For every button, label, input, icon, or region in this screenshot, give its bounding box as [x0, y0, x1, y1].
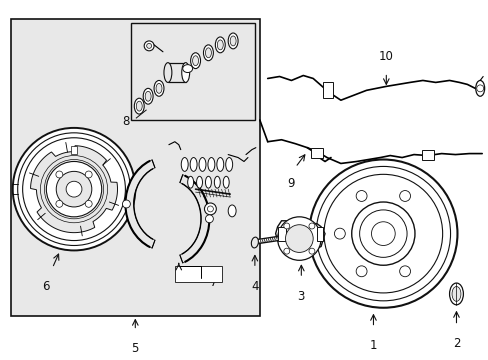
Ellipse shape: [187, 176, 193, 188]
Ellipse shape: [228, 205, 236, 217]
Circle shape: [355, 266, 366, 277]
Circle shape: [85, 171, 92, 178]
Circle shape: [22, 138, 125, 240]
Circle shape: [122, 200, 130, 208]
Ellipse shape: [183, 65, 192, 73]
Circle shape: [359, 210, 406, 257]
Circle shape: [308, 248, 314, 254]
Circle shape: [351, 202, 414, 265]
Ellipse shape: [216, 158, 224, 171]
Ellipse shape: [181, 158, 188, 171]
Text: 6: 6: [42, 280, 50, 293]
Ellipse shape: [448, 283, 463, 305]
Ellipse shape: [156, 84, 162, 93]
Bar: [11, 19, 259, 316]
Circle shape: [283, 223, 289, 229]
Polygon shape: [275, 221, 325, 248]
Ellipse shape: [136, 101, 142, 111]
Ellipse shape: [228, 33, 238, 49]
Ellipse shape: [475, 80, 484, 96]
Circle shape: [355, 190, 366, 201]
Circle shape: [144, 41, 154, 51]
Circle shape: [399, 190, 410, 201]
Ellipse shape: [196, 176, 202, 188]
Circle shape: [308, 223, 314, 229]
Text: 9: 9: [287, 177, 295, 190]
Bar: [310, 148, 323, 158]
Circle shape: [85, 201, 92, 207]
Circle shape: [205, 215, 213, 223]
Circle shape: [46, 162, 102, 217]
Ellipse shape: [203, 45, 213, 61]
Polygon shape: [180, 175, 209, 263]
Circle shape: [56, 171, 62, 178]
Bar: [421, 150, 433, 159]
Text: 1: 1: [369, 339, 376, 352]
Text: 5: 5: [131, 342, 139, 355]
Ellipse shape: [451, 287, 460, 301]
Bar: [323, 82, 332, 98]
Bar: [175, 266, 222, 282]
Ellipse shape: [145, 91, 151, 101]
Ellipse shape: [215, 37, 225, 53]
Circle shape: [285, 225, 312, 252]
Circle shape: [476, 85, 483, 92]
Text: 7: 7: [210, 276, 218, 289]
Circle shape: [13, 128, 135, 251]
Circle shape: [56, 171, 92, 207]
Circle shape: [204, 203, 216, 215]
Ellipse shape: [163, 63, 171, 82]
Circle shape: [146, 44, 151, 48]
Ellipse shape: [207, 158, 214, 171]
Bar: [277, 227, 285, 240]
Bar: [167, 63, 185, 82]
Circle shape: [316, 166, 449, 301]
Ellipse shape: [205, 176, 211, 188]
Text: 3: 3: [297, 290, 305, 303]
Circle shape: [18, 133, 130, 246]
Circle shape: [371, 222, 394, 246]
Text: 8: 8: [122, 116, 129, 129]
Ellipse shape: [192, 56, 198, 66]
Ellipse shape: [205, 48, 211, 58]
Ellipse shape: [182, 63, 189, 82]
Ellipse shape: [143, 88, 153, 104]
Circle shape: [399, 266, 410, 277]
Circle shape: [56, 201, 62, 207]
Bar: [131, 23, 254, 120]
Polygon shape: [125, 160, 155, 248]
Ellipse shape: [214, 176, 220, 188]
Circle shape: [66, 181, 82, 197]
Ellipse shape: [154, 80, 163, 96]
Circle shape: [283, 248, 289, 254]
Bar: [71, 146, 77, 154]
Circle shape: [207, 206, 213, 212]
Text: 4: 4: [251, 280, 258, 293]
Text: 10: 10: [378, 50, 393, 63]
Ellipse shape: [199, 158, 205, 171]
Circle shape: [308, 159, 457, 308]
Text: 2: 2: [452, 337, 459, 350]
Ellipse shape: [190, 158, 197, 171]
Ellipse shape: [190, 53, 200, 69]
Ellipse shape: [217, 40, 223, 50]
Circle shape: [324, 174, 442, 293]
Polygon shape: [30, 146, 117, 233]
Ellipse shape: [223, 176, 229, 188]
Ellipse shape: [225, 158, 232, 171]
Circle shape: [277, 217, 321, 260]
Ellipse shape: [134, 98, 144, 114]
Bar: [317, 227, 323, 240]
Circle shape: [334, 228, 345, 239]
Ellipse shape: [251, 237, 258, 248]
Ellipse shape: [230, 36, 236, 46]
